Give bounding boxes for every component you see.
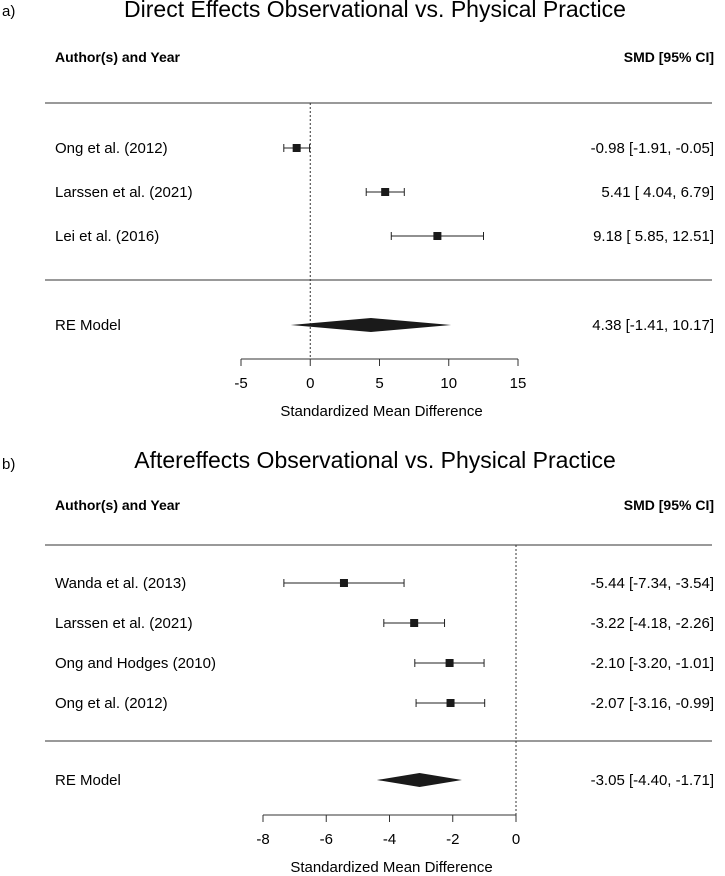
study-label: Wanda et al. (2013) — [55, 575, 186, 592]
summary-diamond — [376, 773, 462, 787]
point-estimate-square — [410, 619, 419, 627]
x-tick-label: -8 — [256, 831, 269, 848]
study-label: Ong et al. (2012) — [55, 140, 168, 157]
study-ci-text: 9.18 [ 5.85, 12.51] — [593, 228, 714, 245]
study-ci-text: -5.44 [-7.34, -3.54] — [591, 575, 714, 592]
panel-a: a) Direct Effects Observational vs. Physi… — [2, 0, 714, 420]
header-smd-ci: SMD [95% CI] — [624, 49, 714, 65]
header-author-year: Author(s) and Year — [55, 49, 181, 65]
summary-label: RE Model — [55, 317, 121, 334]
header-author-year: Author(s) and Year — [55, 497, 181, 513]
chart-title: Aftereffects Observational vs. Physical … — [134, 447, 616, 473]
header-smd-ci: SMD [95% CI] — [624, 497, 714, 513]
x-tick-label: -2 — [446, 831, 459, 848]
chart-title: Direct Effects Observational vs. Physica… — [124, 0, 626, 22]
x-axis-label: Standardized Mean Difference — [290, 859, 492, 876]
study-ci-text: -0.98 [-1.91, -0.05] — [591, 140, 714, 157]
point-estimate-square — [446, 699, 455, 707]
point-estimate-square — [433, 232, 442, 240]
x-tick-label: -6 — [320, 831, 333, 848]
x-axis-label: Standardized Mean Difference — [280, 403, 482, 420]
x-tick-label: -4 — [383, 831, 396, 848]
summary-diamond — [290, 318, 452, 332]
panel-label: b) — [2, 456, 15, 473]
summary-label: RE Model — [55, 772, 121, 789]
study-label: Ong et al. (2012) — [55, 695, 168, 712]
study-ci-text: -3.22 [-4.18, -2.26] — [591, 615, 714, 632]
study-ci-text: -2.10 [-3.20, -1.01] — [591, 655, 714, 672]
x-tick-label: 15 — [510, 375, 527, 392]
point-estimate-square — [381, 188, 390, 196]
study-label: Larssen et al. (2021) — [55, 615, 193, 632]
study-label: Larssen et al. (2021) — [55, 184, 193, 201]
point-estimate-square — [445, 659, 454, 667]
panel-b: b) Aftereffects Observational vs. Physica… — [2, 447, 714, 876]
point-estimate-square — [339, 579, 348, 587]
summary-ci-text: -3.05 [-4.40, -1.71] — [591, 772, 714, 789]
x-tick-label: 5 — [375, 375, 383, 392]
study-ci-text: 5.41 [ 4.04, 6.79] — [601, 184, 714, 201]
study-label: Ong and Hodges (2010) — [55, 655, 216, 672]
panel-label: a) — [2, 3, 15, 20]
study-label: Lei et al. (2016) — [55, 228, 159, 245]
x-tick-label: -5 — [234, 375, 247, 392]
point-estimate-square — [292, 144, 301, 152]
summary-ci-text: 4.38 [-1.41, 10.17] — [592, 317, 714, 334]
x-tick-label: 0 — [306, 375, 314, 392]
x-tick-label: 10 — [440, 375, 457, 392]
study-ci-text: -2.07 [-3.16, -0.99] — [591, 695, 714, 712]
x-tick-label: 0 — [512, 831, 520, 848]
